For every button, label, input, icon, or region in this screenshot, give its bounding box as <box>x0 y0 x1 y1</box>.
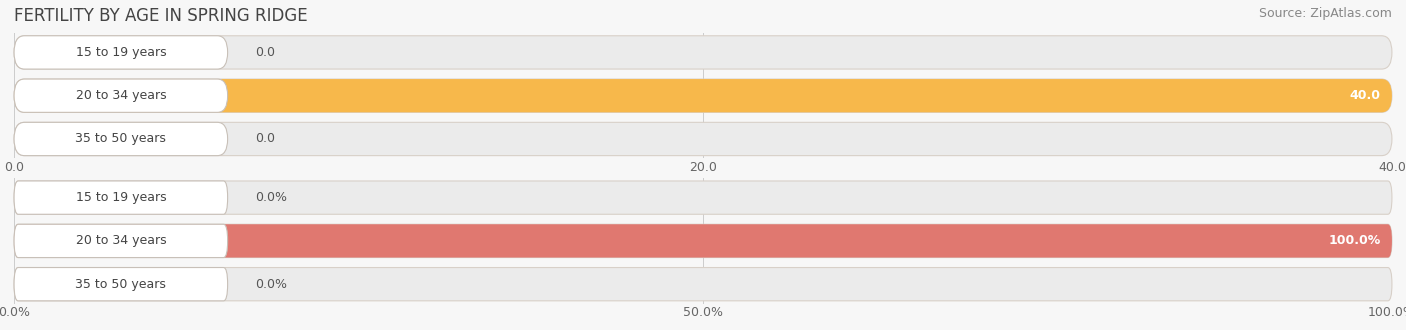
Text: 35 to 50 years: 35 to 50 years <box>76 132 166 146</box>
FancyBboxPatch shape <box>14 224 1392 257</box>
Text: 20 to 34 years: 20 to 34 years <box>76 89 166 102</box>
FancyBboxPatch shape <box>14 224 228 257</box>
FancyBboxPatch shape <box>14 79 1392 112</box>
Text: Source: ZipAtlas.com: Source: ZipAtlas.com <box>1258 7 1392 19</box>
Text: 40.0: 40.0 <box>1350 89 1381 102</box>
FancyBboxPatch shape <box>14 122 1392 156</box>
FancyBboxPatch shape <box>14 122 228 156</box>
Text: 0.0: 0.0 <box>256 132 276 146</box>
FancyBboxPatch shape <box>14 268 228 301</box>
FancyBboxPatch shape <box>14 224 1392 257</box>
FancyBboxPatch shape <box>14 79 1392 112</box>
Text: 15 to 19 years: 15 to 19 years <box>76 191 166 204</box>
Text: 35 to 50 years: 35 to 50 years <box>76 278 166 291</box>
Text: 0.0: 0.0 <box>256 46 276 59</box>
FancyBboxPatch shape <box>14 36 228 69</box>
FancyBboxPatch shape <box>14 36 1392 69</box>
FancyBboxPatch shape <box>14 181 1392 214</box>
Text: FERTILITY BY AGE IN SPRING RIDGE: FERTILITY BY AGE IN SPRING RIDGE <box>14 7 308 25</box>
FancyBboxPatch shape <box>14 181 228 214</box>
FancyBboxPatch shape <box>14 79 228 112</box>
Text: 20 to 34 years: 20 to 34 years <box>76 234 166 248</box>
FancyBboxPatch shape <box>14 268 1392 301</box>
Text: 100.0%: 100.0% <box>1329 234 1381 248</box>
Text: 15 to 19 years: 15 to 19 years <box>76 46 166 59</box>
Text: 0.0%: 0.0% <box>256 191 287 204</box>
Text: 0.0%: 0.0% <box>256 278 287 291</box>
